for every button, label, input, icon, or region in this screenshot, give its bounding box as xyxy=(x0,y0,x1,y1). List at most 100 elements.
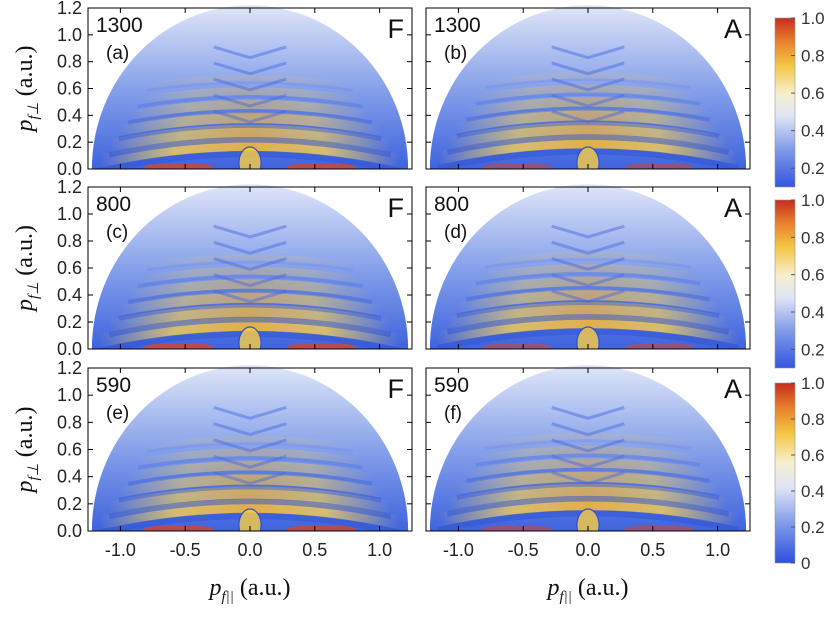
hotspot xyxy=(286,343,357,349)
y-axis-label: pf⊥ (a.u.) xyxy=(12,225,42,313)
fringe-gap xyxy=(446,134,730,155)
colorbar-tick-label: 0.6 xyxy=(801,446,825,465)
colorbar-tick-label: 0.8 xyxy=(801,228,825,247)
heatmap-fringes xyxy=(98,224,402,349)
colorbar-gradient xyxy=(774,17,796,188)
y-tick-label: 0.0 xyxy=(57,521,82,541)
chevron-fringe xyxy=(213,422,287,437)
gauge-label: F xyxy=(388,14,405,44)
fringe-band xyxy=(445,301,731,330)
colorbar-tick-label: 0.4 xyxy=(801,482,825,501)
panel-a: 0.0 0.2 0.4 0.6 0.8 1.0 1.2 1300 (a) F xyxy=(57,0,413,179)
fringe-gap xyxy=(475,453,701,467)
y-tick-label: 0.2 xyxy=(57,132,82,152)
y-tick-label: 1.0 xyxy=(57,385,82,405)
colorbars-layer: 0.2 0.4 0.6 0.8 1.0 0.2 0.4 0.6 0.8 1.0 0 0.2 0.4 0.6… xyxy=(774,9,825,573)
colorbar-tick-label: 0.8 xyxy=(801,47,825,66)
panel-number: 1300 xyxy=(434,14,481,37)
central-structure xyxy=(238,326,262,349)
fringe-gap xyxy=(137,274,363,288)
central-structure xyxy=(238,146,262,170)
fringe-band xyxy=(455,109,721,134)
y-tick-label: 0.2 xyxy=(57,494,82,514)
x-tick-label: -0.5 xyxy=(170,540,201,560)
fringe-band xyxy=(465,97,711,118)
hotspot xyxy=(481,163,552,170)
fringe-gap xyxy=(446,314,730,335)
colorbar-tick-label: 0.6 xyxy=(801,84,825,103)
fringe-band xyxy=(445,122,731,150)
x-tick-label: -1.0 xyxy=(105,540,136,560)
chevron-fringe xyxy=(213,93,287,108)
fringe-gap xyxy=(127,109,373,125)
fringe-gap xyxy=(446,495,730,517)
chevron-fringe xyxy=(213,454,287,469)
chevron-fringe xyxy=(551,77,625,92)
hotspot xyxy=(624,525,695,531)
fringe-band xyxy=(465,276,711,298)
gauge-label: A xyxy=(724,14,742,44)
central-structure xyxy=(576,508,600,531)
y-tick-label: 1.2 xyxy=(57,358,82,378)
central-structure xyxy=(576,146,600,170)
fringe-band xyxy=(117,292,383,317)
fringe-band xyxy=(146,254,354,269)
chevron-fringe xyxy=(551,422,625,437)
gauge-label: F xyxy=(388,193,405,223)
panel-letter: (e) xyxy=(106,403,129,424)
hotspot xyxy=(143,343,214,349)
fringe-band xyxy=(445,483,731,512)
fringe-band xyxy=(146,435,354,450)
panel-letter: (d) xyxy=(444,222,467,243)
chevron-fringe xyxy=(551,471,625,486)
y-tick-label: 1.2 xyxy=(57,177,82,197)
y-tick-label: 1.0 xyxy=(57,204,82,224)
panel-d: 800 (d) A xyxy=(425,184,751,350)
colorbar-tick-label: 0.6 xyxy=(801,266,825,285)
colorbar-tick-label: 0.4 xyxy=(801,303,825,322)
chevron-fringe xyxy=(551,224,625,239)
y-tick-label: 0.8 xyxy=(57,412,82,432)
fringe-gap xyxy=(465,106,711,122)
fringe-gap xyxy=(127,470,373,486)
fringe-gap xyxy=(108,316,392,338)
fringe-band xyxy=(484,251,692,266)
chevron-fringe xyxy=(213,61,287,76)
colorbar-tick-label: 1.0 xyxy=(801,191,825,210)
chevron-fringe xyxy=(213,109,287,124)
panel-letter: (c) xyxy=(106,222,128,243)
fringe-band xyxy=(146,74,354,89)
colorbar-3: 0 0.2 0.4 0.6 0.8 1.0 xyxy=(774,374,825,573)
panel-number: 590 xyxy=(434,374,469,397)
fringe-band xyxy=(107,124,393,153)
y-tick-label: 0.8 xyxy=(57,231,82,251)
y-tick-label: 0.6 xyxy=(57,440,82,460)
chevron-fringe xyxy=(551,289,625,304)
y-axis-label: pf⊥ (a.u.) xyxy=(12,46,42,134)
chevron-fringe xyxy=(551,93,625,108)
hotspot xyxy=(481,343,552,349)
gauge-label: A xyxy=(724,193,742,223)
fringe-gap xyxy=(147,260,353,272)
y-tick-label: 1.0 xyxy=(57,25,82,45)
colorbar-tick-label: 0.8 xyxy=(801,410,825,429)
fringe-gap xyxy=(147,442,353,453)
y-tick-label: 0.6 xyxy=(57,258,82,278)
fringe-gap xyxy=(485,257,691,269)
hotspot xyxy=(143,525,214,531)
fringe-band xyxy=(455,289,721,314)
chevron-fringe xyxy=(551,45,625,60)
panel-number: 1300 xyxy=(96,14,143,37)
fringe-band xyxy=(436,134,740,166)
chevron-fringe xyxy=(551,273,625,288)
fringe-band xyxy=(436,314,740,346)
chevron-fringe xyxy=(213,471,287,486)
chevron-fringe xyxy=(551,61,625,76)
fringe-band xyxy=(117,473,383,498)
chevron-fringe xyxy=(213,45,287,60)
x-tick-label: 0.0 xyxy=(237,540,262,560)
fringe-gap xyxy=(118,484,382,503)
heatmap-fringes xyxy=(436,224,740,349)
chevron-fringe xyxy=(551,405,625,420)
fringe-gap xyxy=(127,288,373,305)
